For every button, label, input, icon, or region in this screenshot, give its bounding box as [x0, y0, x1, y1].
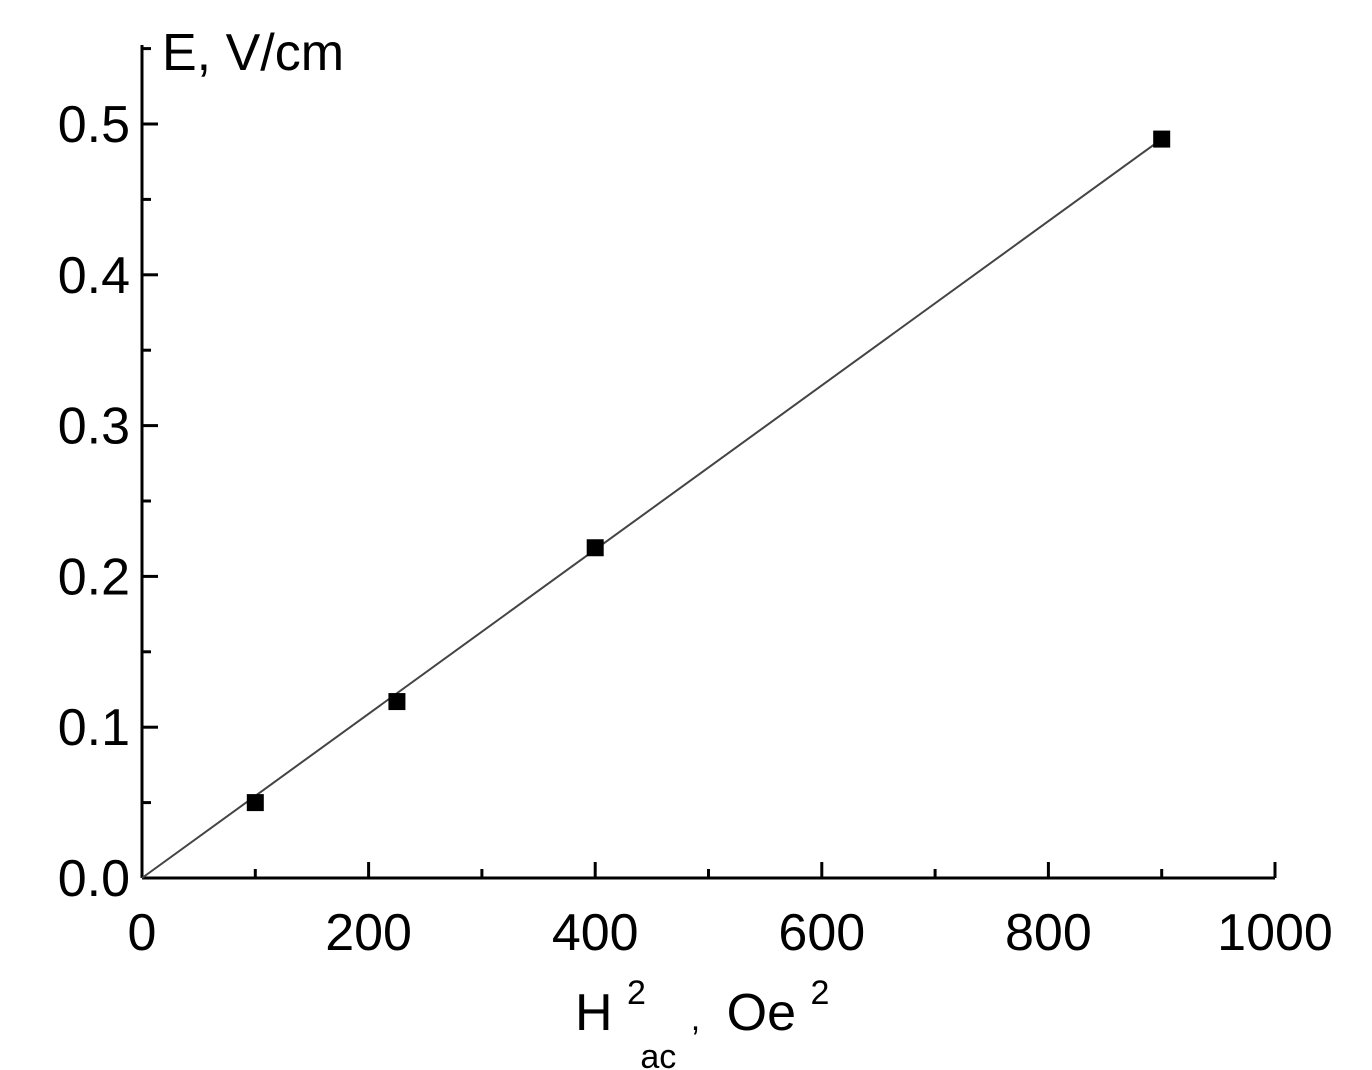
x-tick-label: 600 [778, 904, 865, 962]
y-tick-label: 0.3 [58, 398, 130, 456]
y-axis-ticks [142, 47, 158, 805]
x-tick-label: 1000 [1217, 904, 1333, 962]
y-tick-label: 0.1 [58, 699, 130, 757]
x-axis-ticks [253, 862, 1277, 878]
y-tick-label: 0.0 [58, 850, 130, 908]
x-axis-tick-labels: 0 200 400 600 800 1000 [128, 904, 1333, 962]
y-axis-title: E, V/cm [162, 24, 344, 82]
x-axis-title-separator: , [691, 1000, 700, 1038]
x-tick-label: 800 [1005, 904, 1092, 962]
x-axis-title-unit: Oe [727, 984, 796, 1042]
y-tick-label: 0.4 [58, 247, 130, 305]
data-point [246, 794, 264, 812]
y-tick-label: 0.2 [58, 548, 130, 606]
x-axis-title: H 2 ac , Oe 2 [575, 958, 829, 1070]
fit-line-group [141, 138, 1163, 879]
x-axis-title-unit-superscript: 2 [811, 974, 830, 1012]
data-point [586, 539, 604, 557]
data-point [388, 693, 406, 711]
x-axis-title-subscript: ac [640, 1038, 676, 1070]
x-tick-label: 400 [552, 904, 639, 962]
y-axis-tick-labels: 0.0 0.1 0.2 0.3 0.4 0.5 [58, 96, 130, 908]
axes [140, 45, 1275, 880]
y-tick-label: 0.5 [58, 96, 130, 154]
data-points [246, 130, 1171, 812]
x-axis-title-superscript: 2 [627, 974, 646, 1012]
data-point [1153, 130, 1171, 148]
x-tick-label: 200 [325, 904, 412, 962]
x-axis-title-base: H [575, 984, 613, 1042]
x-tick-label: 0 [128, 904, 157, 962]
fit-line [141, 138, 1163, 879]
